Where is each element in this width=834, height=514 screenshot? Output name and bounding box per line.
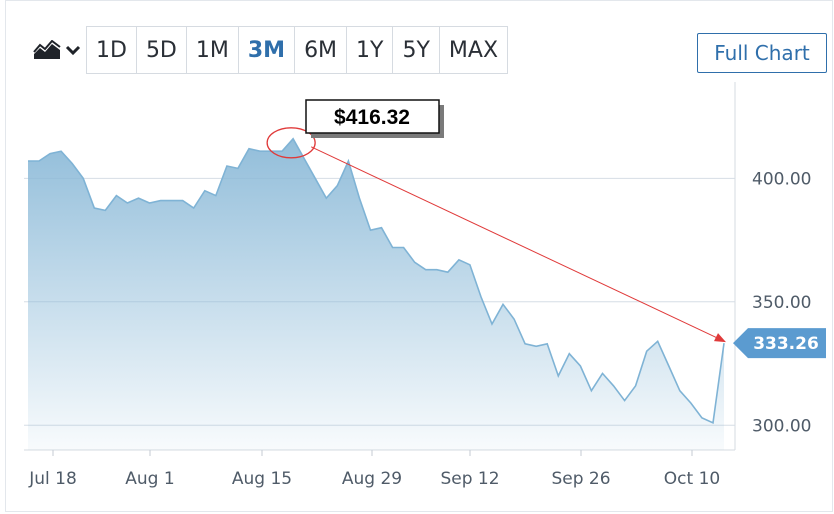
peak-highlight-circle bbox=[266, 127, 316, 159]
x-tick-label: Jul 18 bbox=[28, 469, 77, 489]
last-price-label: 333.26 bbox=[753, 334, 819, 354]
x-tick-label: Aug 15 bbox=[232, 469, 292, 489]
y-tick-label: 350.00 bbox=[752, 293, 811, 313]
price-area bbox=[28, 138, 724, 451]
annotation-label: $416.32 bbox=[334, 106, 410, 129]
range-button-max[interactable]: MAX bbox=[448, 37, 499, 63]
annotation-box bbox=[305, 99, 440, 134]
range-button-1m[interactable]: 1M bbox=[187, 27, 239, 73]
chart-type-selector[interactable] bbox=[28, 26, 86, 74]
y-tick-label: 400.00 bbox=[752, 169, 811, 189]
y-tick-label: 300.00 bbox=[752, 416, 811, 436]
area-chart-icon bbox=[33, 40, 61, 59]
range-button-5y[interactable]: 5Y bbox=[393, 27, 440, 73]
chevron-down-icon bbox=[65, 45, 81, 56]
x-tick-label: Aug 1 bbox=[125, 469, 174, 489]
trend-arrow-line bbox=[310, 146, 723, 341]
x-tick-label: Sep 12 bbox=[440, 469, 499, 489]
range-button-6m[interactable]: 6M bbox=[295, 27, 348, 73]
range-button-3m[interactable]: 3M bbox=[239, 27, 296, 73]
last-price-badge bbox=[733, 328, 826, 359]
chart-toolbar: 1D 5D 1M 3M 6M 1Y 5Y MAX bbox=[28, 26, 509, 74]
range-button-1d[interactable]: 1D bbox=[87, 27, 137, 73]
price-line bbox=[28, 137, 725, 424]
x-tick-label: Oct 10 bbox=[664, 469, 720, 489]
full-chart-button[interactable]: Full Chart bbox=[697, 33, 827, 73]
x-tick-label: Sep 26 bbox=[551, 469, 610, 489]
range-selector: 1D 5D 1M 3M 6M 1Y 5Y MAX bbox=[86, 26, 509, 74]
trend-arrowhead bbox=[714, 333, 726, 343]
x-tick-label: Aug 29 bbox=[342, 469, 402, 489]
range-button-5d[interactable]: 5D bbox=[137, 27, 187, 73]
range-button-1y[interactable]: 1Y bbox=[347, 27, 394, 73]
